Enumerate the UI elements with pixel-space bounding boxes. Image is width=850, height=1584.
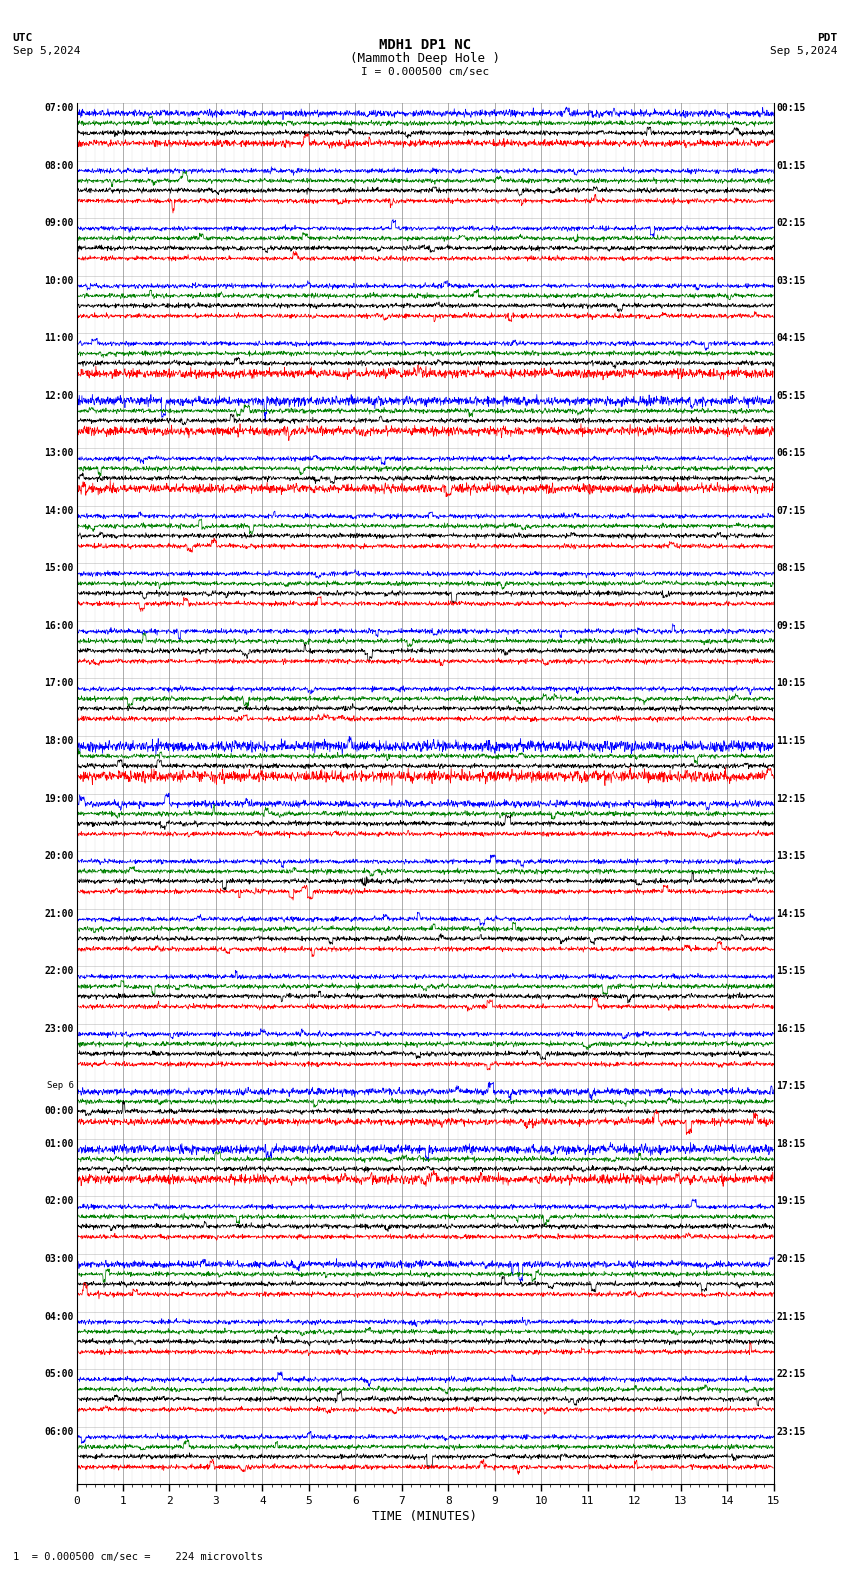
Text: 04:00: 04:00	[44, 1312, 74, 1321]
Text: 09:15: 09:15	[776, 621, 806, 630]
Text: 05:00: 05:00	[44, 1369, 74, 1380]
Text: 03:15: 03:15	[776, 276, 806, 285]
Text: 22:15: 22:15	[776, 1369, 806, 1380]
Text: 13:00: 13:00	[44, 448, 74, 458]
Text: 14:15: 14:15	[776, 909, 806, 919]
Text: 07:15: 07:15	[776, 505, 806, 516]
Text: 00:00: 00:00	[44, 1106, 74, 1115]
Text: Sep 6: Sep 6	[47, 1082, 74, 1090]
Text: 00:15: 00:15	[776, 103, 806, 112]
Text: 23:15: 23:15	[776, 1427, 806, 1437]
Text: 19:00: 19:00	[44, 794, 74, 803]
Text: 01:15: 01:15	[776, 160, 806, 171]
Text: I = 0.000500 cm/sec: I = 0.000500 cm/sec	[361, 67, 489, 76]
Text: 11:15: 11:15	[776, 737, 806, 746]
Text: 01:00: 01:00	[44, 1139, 74, 1148]
Text: 19:15: 19:15	[776, 1196, 806, 1207]
Text: 15:15: 15:15	[776, 966, 806, 976]
Text: 20:15: 20:15	[776, 1255, 806, 1264]
Text: Sep 5,2024: Sep 5,2024	[13, 46, 80, 55]
Text: 16:00: 16:00	[44, 621, 74, 630]
Text: 12:00: 12:00	[44, 391, 74, 401]
Text: Sep 5,2024: Sep 5,2024	[770, 46, 837, 55]
Text: 12:15: 12:15	[776, 794, 806, 803]
Text: 18:00: 18:00	[44, 737, 74, 746]
Text: 06:00: 06:00	[44, 1427, 74, 1437]
Text: 20:00: 20:00	[44, 851, 74, 862]
Text: 1  = 0.000500 cm/sec =    224 microvolts: 1 = 0.000500 cm/sec = 224 microvolts	[13, 1552, 263, 1562]
X-axis label: TIME (MINUTES): TIME (MINUTES)	[372, 1510, 478, 1524]
Text: 14:00: 14:00	[44, 505, 74, 516]
Text: 21:00: 21:00	[44, 909, 74, 919]
Text: UTC: UTC	[13, 33, 33, 43]
Text: (Mammoth Deep Hole ): (Mammoth Deep Hole )	[350, 52, 500, 65]
Text: 17:15: 17:15	[776, 1082, 806, 1091]
Text: PDT: PDT	[817, 33, 837, 43]
Text: 10:15: 10:15	[776, 678, 806, 689]
Text: 02:15: 02:15	[776, 219, 806, 228]
Text: 05:15: 05:15	[776, 391, 806, 401]
Text: 04:15: 04:15	[776, 333, 806, 344]
Text: 15:00: 15:00	[44, 564, 74, 573]
Text: 11:00: 11:00	[44, 333, 74, 344]
Text: 08:00: 08:00	[44, 160, 74, 171]
Text: 07:00: 07:00	[44, 103, 74, 112]
Text: 17:00: 17:00	[44, 678, 74, 689]
Text: 08:15: 08:15	[776, 564, 806, 573]
Text: 03:00: 03:00	[44, 1255, 74, 1264]
Text: MDH1 DP1 NC: MDH1 DP1 NC	[379, 38, 471, 52]
Text: 23:00: 23:00	[44, 1023, 74, 1034]
Text: 06:15: 06:15	[776, 448, 806, 458]
Text: 22:00: 22:00	[44, 966, 74, 976]
Text: 18:15: 18:15	[776, 1139, 806, 1148]
Text: 10:00: 10:00	[44, 276, 74, 285]
Text: 02:00: 02:00	[44, 1196, 74, 1207]
Text: 13:15: 13:15	[776, 851, 806, 862]
Text: 16:15: 16:15	[776, 1023, 806, 1034]
Text: 09:00: 09:00	[44, 219, 74, 228]
Text: 21:15: 21:15	[776, 1312, 806, 1321]
